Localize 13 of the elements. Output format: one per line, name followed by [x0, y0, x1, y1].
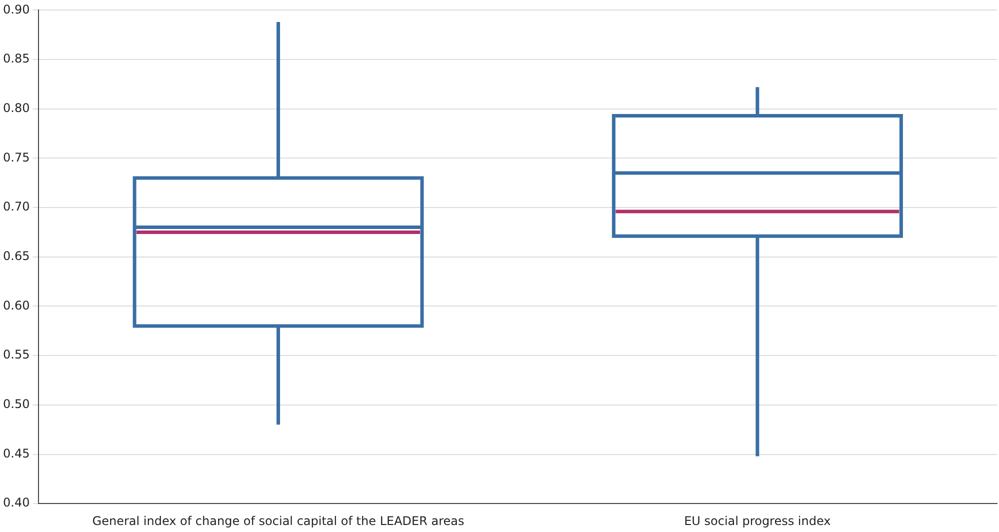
y-tick-label: 0.40: [3, 496, 30, 510]
y-tick-label: 0.80: [3, 101, 30, 116]
x-tick-label: EU social progress index: [684, 514, 831, 528]
y-tick-label: 0.45: [3, 446, 30, 460]
y-tick-label: 0.65: [3, 249, 30, 264]
y-tick-label: 0.75: [3, 150, 30, 164]
y-tick-label: 0.50: [3, 397, 30, 412]
y-tick-label: 0.60: [3, 298, 30, 312]
y-tick-label: 0.85: [3, 52, 30, 66]
y-tick-label: 0.55: [3, 348, 30, 362]
x-tick-label: General index of change of social capital of the LEADER areas: [92, 514, 464, 528]
y-tick-label: 0.90: [3, 2, 30, 16]
y-tick-label: 0.70: [3, 200, 30, 214]
